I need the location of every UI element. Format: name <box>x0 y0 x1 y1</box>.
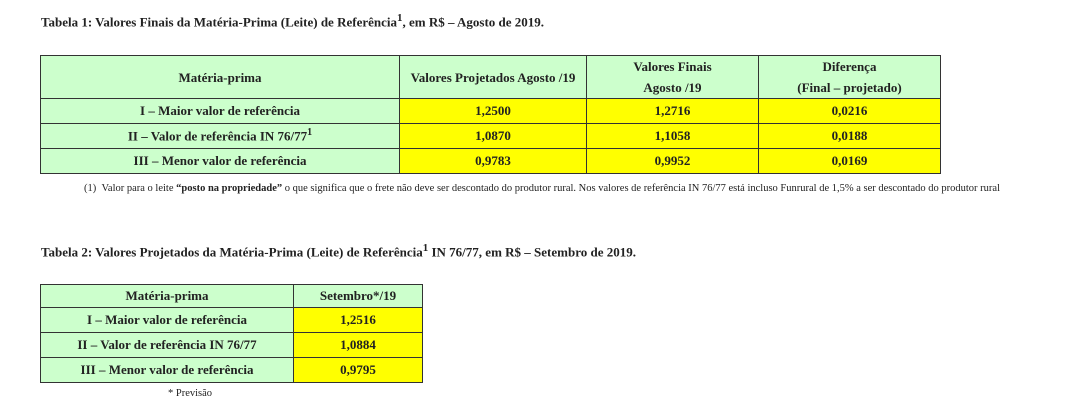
cell: 1,2500 <box>399 98 587 124</box>
footnote-marker: (1) <box>84 183 97 194</box>
header-row: Matéria-prima Valores Projetados Agosto … <box>40 55 941 99</box>
title-sup: 1 <box>397 12 403 24</box>
header-cell: Valores Finais Agosto /19 <box>586 55 759 99</box>
row-label: I – Maior valor de referência <box>40 98 400 124</box>
row: II – Valor de referência IN 76/771 1,087… <box>40 123 941 149</box>
header-line: Valores Finais <box>633 59 712 74</box>
cell: 0,9783 <box>399 148 587 174</box>
row-label: II – Valor de referência IN 76/771 <box>40 123 400 149</box>
footnote: (1) Valor para o leite “posto na proprie… <box>84 179 1074 199</box>
title-2: Tabela 2: Valores Projetados da Matéria-… <box>41 242 636 260</box>
row: II – Valor de referência IN 76/77 1,0884 <box>40 332 423 358</box>
title-tail: , em R$ – Agosto de 2019. <box>402 14 545 30</box>
header-line: (Final – projetado) <box>797 80 902 95</box>
label-sup: 1 <box>307 127 313 139</box>
table-2: Matéria-prima Setembro*/19 I – Maior val… <box>40 284 423 383</box>
table-1: Matéria-prima Valores Projetados Agosto … <box>40 55 941 174</box>
row: I – Maior valor de referência 1,2516 <box>40 307 423 333</box>
header-cell: Matéria-prima <box>40 284 294 308</box>
cell: 1,2516 <box>293 307 423 333</box>
cell: 1,2716 <box>586 98 759 124</box>
row: III – Menor valor de referência 0,9795 <box>40 357 423 383</box>
header-cell: Setembro*/19 <box>293 284 423 308</box>
cell: 0,0188 <box>758 123 941 149</box>
header-line: Diferença <box>822 59 877 74</box>
row: I – Maior valor de referência 1,2500 1,2… <box>40 98 941 124</box>
row-label: III – Menor valor de referência <box>40 148 400 174</box>
cell: 1,0884 <box>293 332 423 358</box>
row-label: III – Menor valor de referência <box>40 357 294 383</box>
cell: 0,0216 <box>758 98 941 124</box>
cell: 0,9795 <box>293 357 423 383</box>
cell: 1,0870 <box>399 123 587 149</box>
header-row: Matéria-prima Setembro*/19 <box>40 284 423 308</box>
row-label: I – Maior valor de referência <box>40 307 294 333</box>
cell: 1,1058 <box>586 123 759 149</box>
title-1: Tabela 1: Valores Finais da Matéria-Prim… <box>41 12 544 30</box>
title-text: Tabela 2: Valores Projetados da Matéria-… <box>41 244 423 260</box>
footnote-bold: “posto na propriedade” <box>176 183 283 194</box>
title-sup: 1 <box>422 242 429 254</box>
header-cell: Matéria-prima <box>40 55 400 99</box>
label-text: II – Valor de referência IN 76/77 <box>127 128 308 144</box>
footnote-text: o que significa que o frete não deve ser… <box>282 183 1000 194</box>
note: * Previsão <box>168 388 213 399</box>
label-text: III – Menor valor de referência <box>133 153 307 168</box>
header-cell: Diferença (Final – projetado) <box>758 55 941 99</box>
title-text: Tabela 1: Valores Finais da Matéria-Prim… <box>41 14 397 30</box>
label-text: I – Maior valor de referência <box>140 103 300 118</box>
cell: 0,0169 <box>758 148 941 174</box>
row: III – Menor valor de referência 0,9783 0… <box>40 148 941 174</box>
header-cell: Valores Projetados Agosto /19 <box>399 55 587 99</box>
cell: 0,9952 <box>586 148 759 174</box>
footnote-text: Valor para o leite <box>101 183 177 194</box>
header-line: Agosto /19 <box>643 80 702 95</box>
row-label: II – Valor de referência IN 76/77 <box>40 332 294 358</box>
title-tail: IN 76/77, em R$ – Setembro de 2019. <box>428 244 636 260</box>
